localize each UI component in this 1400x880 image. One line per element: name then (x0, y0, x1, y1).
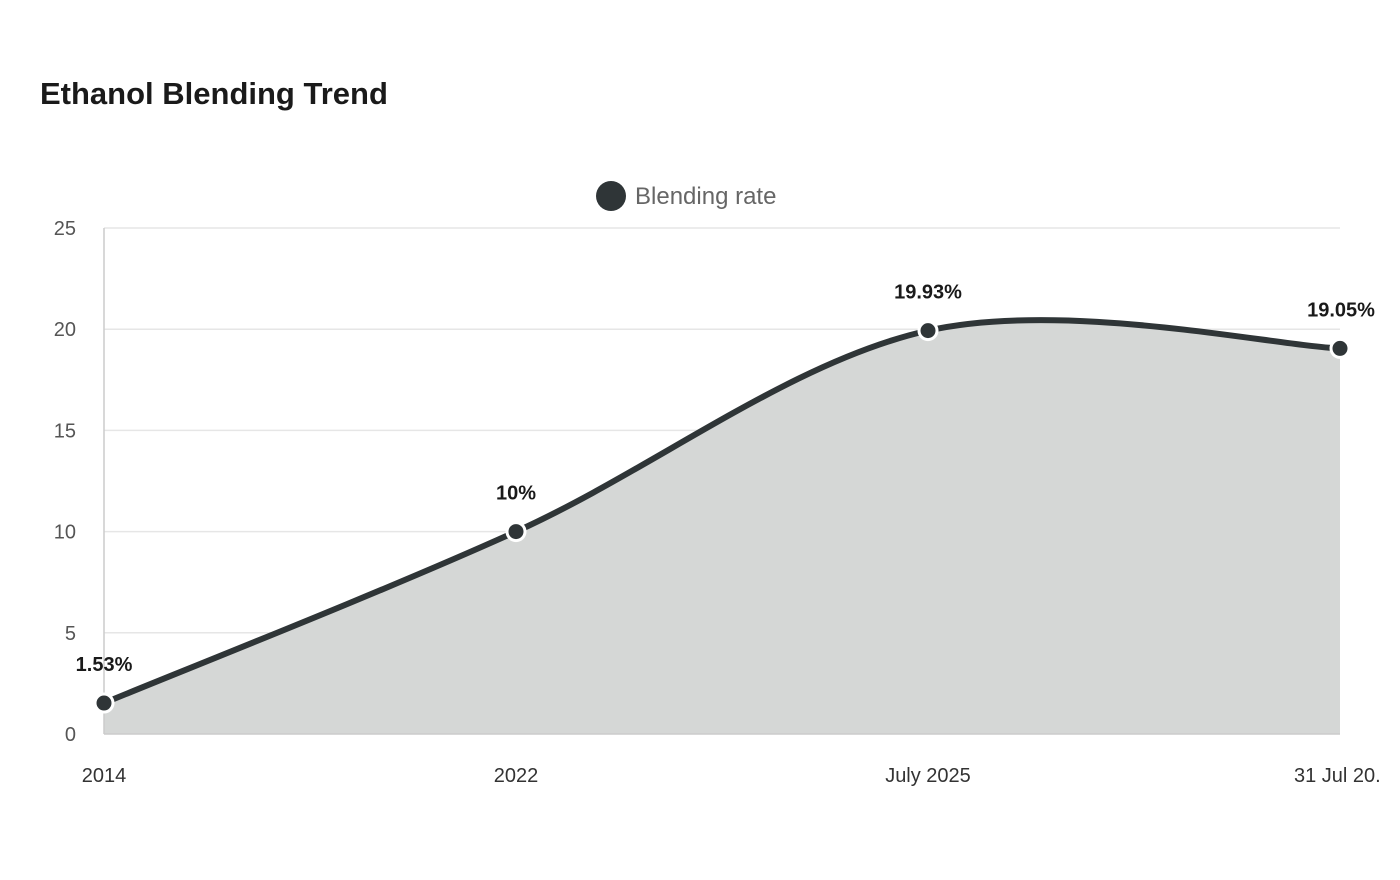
x-tick-label: 2022 (494, 765, 539, 787)
x-tick-label: July 2025 (885, 765, 971, 787)
y-axis-ticks: 0 5 10 15 20 25 (54, 218, 76, 746)
series-line (101, 317, 1343, 707)
y-tick-label: 20 (54, 319, 76, 341)
data-label: 1.53% (76, 654, 133, 676)
data-point (1329, 337, 1351, 359)
data-label: 19.05% (1307, 299, 1375, 321)
area-fill (104, 320, 1340, 734)
legend-marker (596, 181, 626, 211)
data-points (93, 320, 1351, 714)
y-tick-label: 0 (65, 724, 76, 746)
data-label: 19.93% (894, 282, 962, 304)
y-tick-label: 10 (54, 522, 76, 544)
x-tick-label: 31 Jul 20. (1294, 765, 1381, 787)
data-point (93, 692, 115, 714)
data-labels: 1.53% 10% 19.93% 19.05% (76, 282, 1375, 676)
x-tick-label: 2014 (82, 765, 127, 787)
y-tick-label: 25 (54, 218, 76, 240)
legend-label: Blending rate (635, 183, 776, 210)
data-point (505, 521, 527, 543)
data-label: 10% (496, 483, 536, 505)
data-point (917, 320, 939, 342)
chart-title: Ethanol Blending Trend (40, 76, 388, 111)
x-axis-ticks: 2014 2022 July 2025 31 Jul 20. (82, 765, 1381, 787)
y-tick-label: 5 (65, 623, 76, 645)
y-tick-label: 15 (54, 420, 76, 442)
legend[interactable]: Blending rate (596, 181, 776, 211)
